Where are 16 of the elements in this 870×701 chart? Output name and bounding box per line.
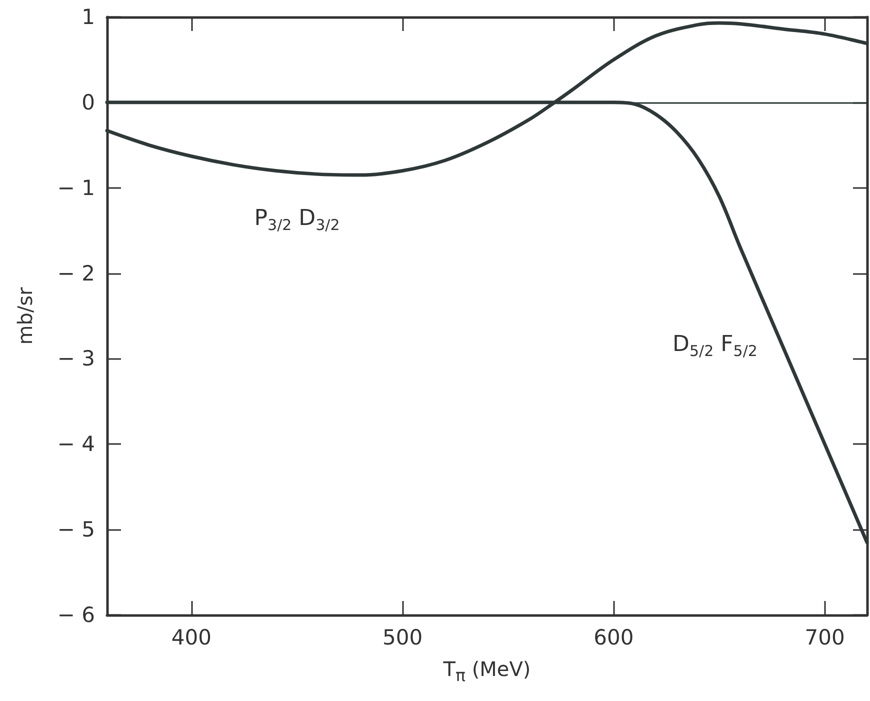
x-tick-label: 700 — [804, 626, 845, 650]
x-tick-label: 600 — [594, 626, 634, 650]
y-tick-label: − 1 — [57, 176, 95, 200]
x-tick-label: 400 — [171, 626, 212, 650]
y-tick-label: 0 — [82, 90, 95, 114]
y-tick-label: − 4 — [57, 432, 95, 456]
annotation: P$_{3/2}$ D$_{3/2}$ — [254, 206, 340, 235]
y-tick-label: − 2 — [57, 261, 95, 286]
y-tick-label: 1 — [82, 5, 95, 29]
y-tick-label: − 3 — [57, 346, 95, 371]
y-axis-title: mb/sr — [13, 286, 37, 345]
x-axis-title: T$_{π}$ (MeV) — [443, 657, 531, 685]
annotation: D$_{5/2}$ F$_{5/2}$ — [672, 332, 758, 360]
x-tick-label: 500 — [382, 626, 423, 650]
y-tick-label: − 5 — [57, 518, 95, 542]
y-tick-label: − 6 — [57, 603, 95, 627]
